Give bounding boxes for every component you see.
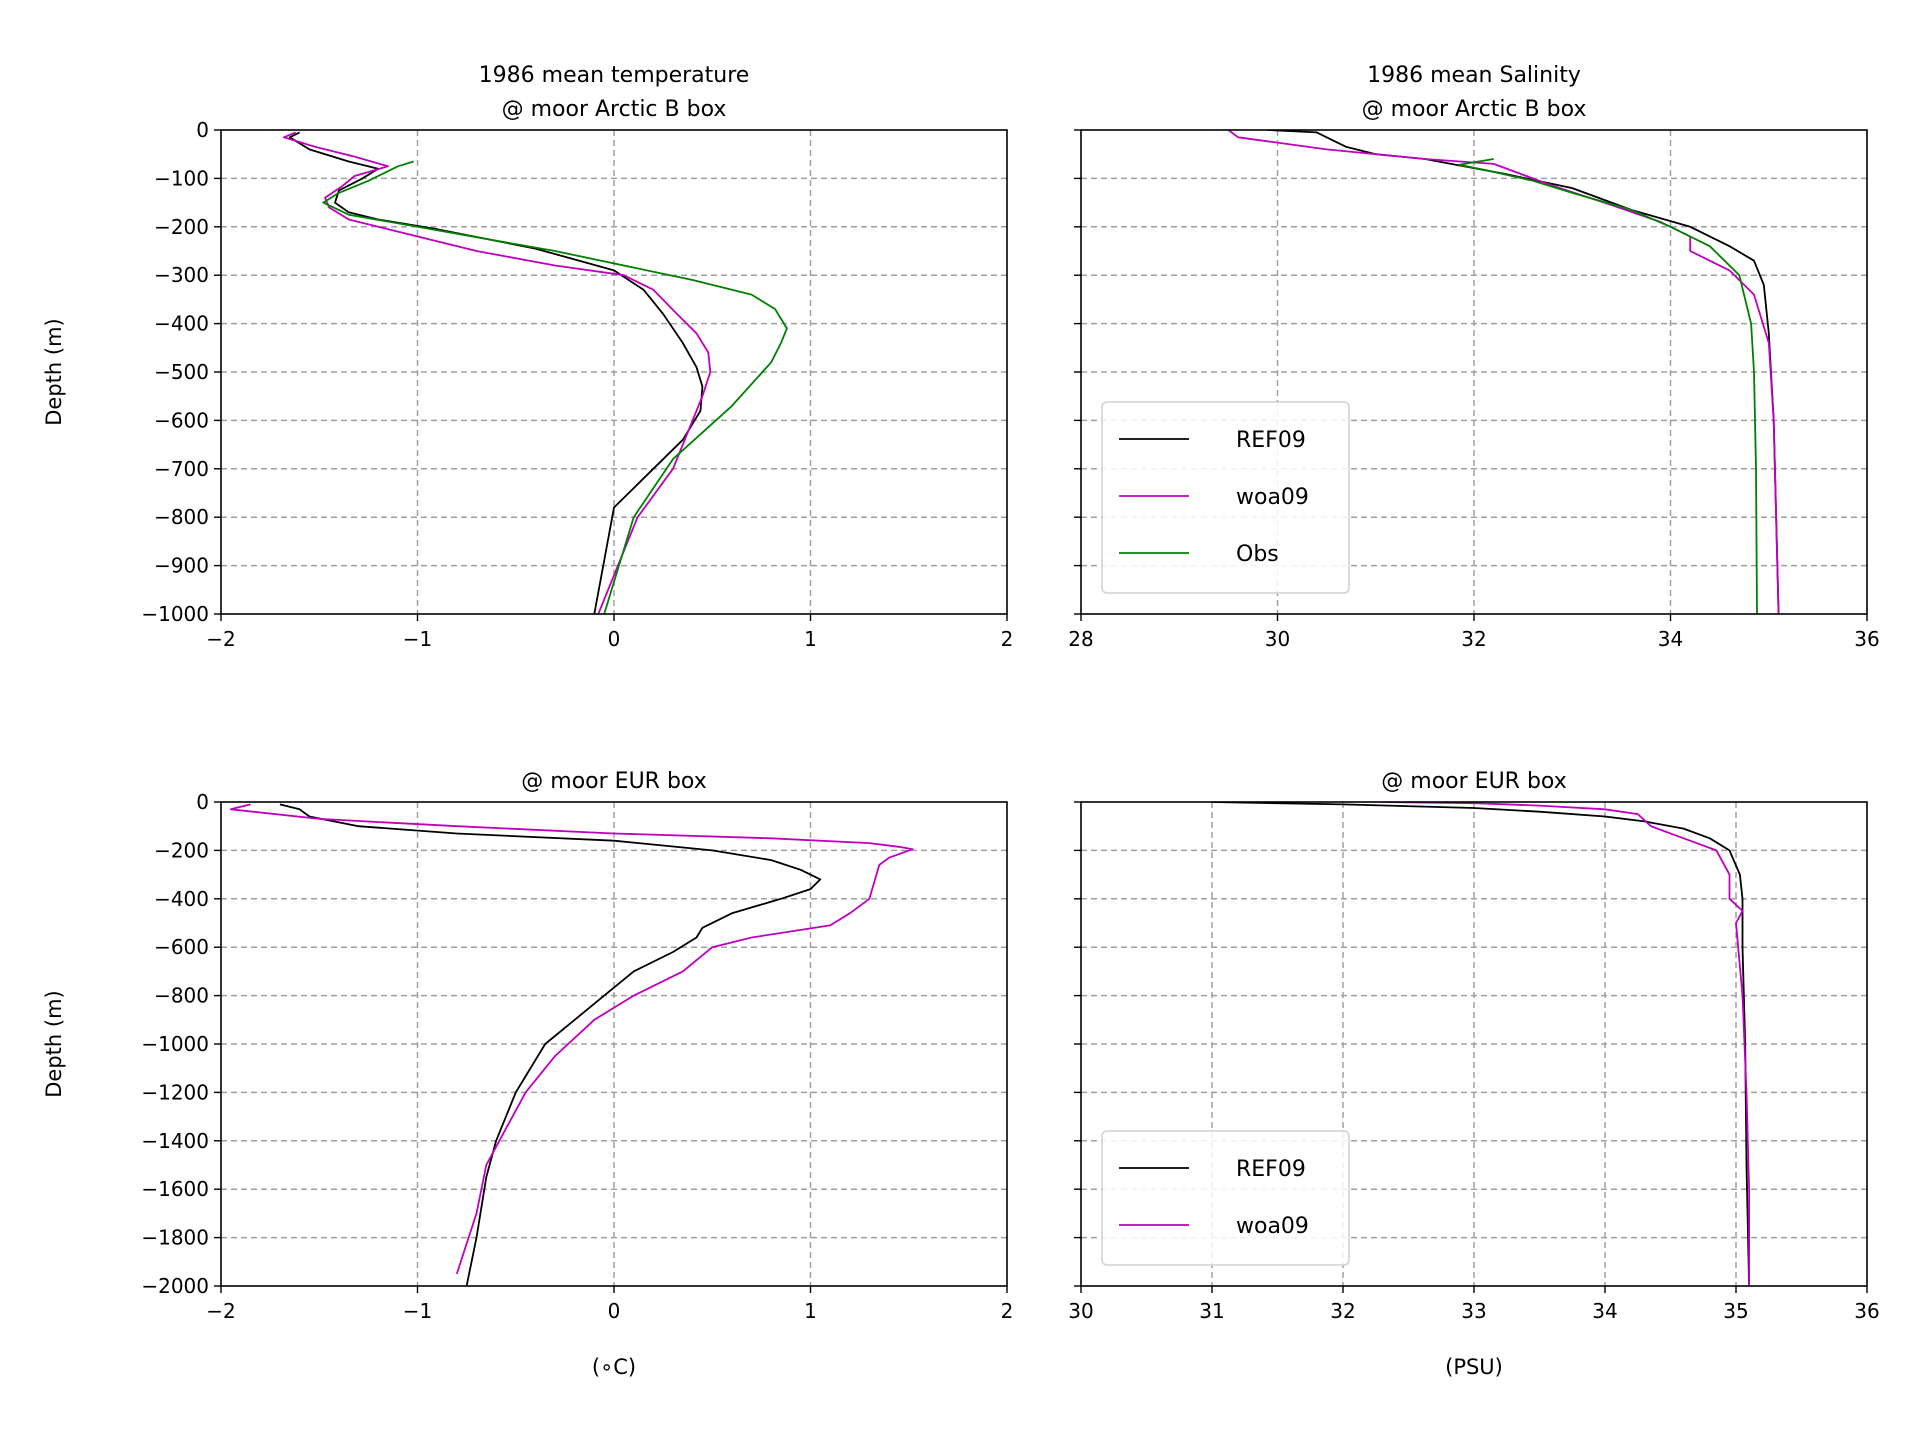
x-tick-label: 32 [1330, 1299, 1355, 1323]
x-tick-label: −2 [206, 1299, 235, 1323]
x-tick-label: 36 [1854, 1299, 1879, 1323]
x-tick-label: 2 [1001, 1299, 1014, 1323]
x-tick-label: 1 [804, 627, 817, 651]
legend-frame [1101, 401, 1350, 594]
legend-label-woa09: woa09 [1236, 1214, 1309, 1239]
y-tick-label: −1600 [141, 1177, 209, 1201]
x-tick-label: −2 [206, 627, 235, 651]
subplot-title: 1986 mean temperature [479, 63, 750, 88]
legend: REF09 woa09 [1101, 1130, 1350, 1266]
series-line-ref09 [279, 803, 822, 1286]
subplot-1: −2 −1 0 1 2 0 −100 −200 −300 −400 −500 −600 −700 −800… [42, 63, 1013, 651]
y-tick-label: −800 [154, 505, 209, 529]
x-tick-label: 31 [1199, 1299, 1224, 1323]
subplot-2: 28 30 32 34 36 1986 mean Salinity @ moor Arcti… [1068, 63, 1879, 651]
y-tick-label: −700 [154, 457, 209, 481]
series-line-woa09 [283, 131, 712, 614]
y-tick-label: −2000 [141, 1274, 209, 1298]
subplot-title: @ moor Arctic B box [502, 97, 727, 122]
legend-label-obs: Obs [1236, 542, 1279, 567]
y-tick-label: −200 [154, 838, 209, 862]
y-tick-label: −900 [154, 554, 209, 578]
legend-label-ref09: REF09 [1236, 428, 1306, 453]
series-line-woa09 [229, 803, 914, 1275]
subplot-title: @ moor EUR box [521, 769, 706, 794]
x-tick-label: 0 [608, 1299, 621, 1323]
x-tick-label: 2 [1001, 627, 1014, 651]
legend-frame [1101, 1130, 1350, 1266]
y-tick-label: −500 [154, 360, 209, 384]
series-line-obs [1458, 158, 1758, 614]
x-tick-label: 28 [1068, 627, 1093, 651]
legend-label-woa09: woa09 [1236, 485, 1309, 510]
y-tick-label: −600 [154, 935, 209, 959]
subplot-title: 1986 mean Salinity [1367, 63, 1581, 88]
x-tick-label: −1 [403, 627, 432, 651]
y-tick-label: 0 [196, 118, 209, 142]
subplot-3: −2 −1 0 1 2 0 −200 −400 −600 −800 −1000 −1200 −1400 −… [42, 769, 1013, 1379]
y-tick-label: −100 [154, 166, 209, 190]
x-tick-label: 32 [1461, 627, 1486, 651]
x-tick-label: 30 [1068, 1299, 1093, 1323]
x-tick-label: 34 [1592, 1299, 1617, 1323]
series-line-obs [322, 160, 788, 614]
y-tick-label: −200 [154, 215, 209, 239]
y-tick-label: −1200 [141, 1080, 209, 1104]
x-tick-label: 35 [1723, 1299, 1748, 1323]
subplot-4: 30 31 32 33 34 35 36 @ moor EUR box (PSU) REF09 wo… [1068, 769, 1879, 1379]
y-tick-label: −800 [154, 984, 209, 1008]
y-axis-label: Depth (m) [42, 990, 66, 1097]
x-tick-label: −1 [403, 1299, 432, 1323]
y-tick-label: −1400 [141, 1129, 209, 1153]
series-line-ref09 [288, 131, 704, 614]
x-tick-label: 34 [1658, 627, 1683, 651]
series-line-ref09 [1267, 130, 1780, 614]
y-tick-label: −1000 [141, 602, 209, 626]
y-axis-label: Depth (m) [42, 318, 66, 425]
y-tick-label: −1800 [141, 1226, 209, 1250]
subplot-title: @ moor Arctic B box [1362, 97, 1587, 122]
legend-label-ref09: REF09 [1236, 1157, 1306, 1182]
x-tick-label: 33 [1461, 1299, 1486, 1323]
y-tick-label: −600 [154, 408, 209, 432]
legend: REF09 woa09 Obs [1101, 401, 1350, 594]
x-tick-label: 30 [1265, 627, 1290, 651]
y-tick-label: 0 [196, 790, 209, 814]
x-tick-label: 36 [1854, 627, 1879, 651]
series-line-woa09 [1382, 802, 1750, 1286]
y-tick-label: −1000 [141, 1032, 209, 1056]
subplot-title: @ moor EUR box [1381, 769, 1566, 794]
y-tick-label: −300 [154, 263, 209, 287]
x-axis-label: (PSU) [1445, 1355, 1503, 1379]
series-line-ref09 [1211, 802, 1750, 1286]
y-tick-label: −400 [154, 312, 209, 336]
y-tick-label: −400 [154, 887, 209, 911]
x-tick-label: 0 [608, 627, 621, 651]
x-tick-label: 1 [804, 1299, 817, 1323]
x-axis-label: (∘C) [592, 1355, 636, 1379]
